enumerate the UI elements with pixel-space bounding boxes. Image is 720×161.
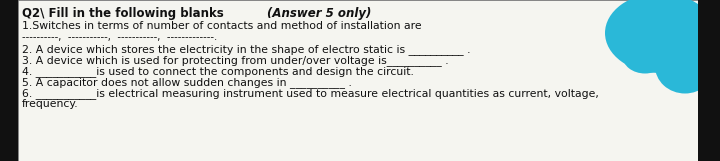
Text: ----------,  -----------,  -----------,  -------------.: ----------, -----------, -----------, --… — [22, 32, 217, 42]
Text: 3. A device which is used for protecting from under/over voltage is__________ .: 3. A device which is used for protecting… — [22, 55, 449, 66]
Text: Q2\ Fill in the following blanks: Q2\ Fill in the following blanks — [22, 7, 228, 20]
Ellipse shape — [605, 0, 715, 73]
Ellipse shape — [655, 38, 715, 94]
Ellipse shape — [623, 38, 667, 74]
Text: 1.Switches in terms of number of contacts and method of installation are: 1.Switches in terms of number of contact… — [22, 21, 422, 31]
Text: 5. A capacitor does not allow sudden changes in __________ .: 5. A capacitor does not allow sudden cha… — [22, 77, 352, 88]
Bar — [698, 0, 720, 161]
Bar — [698, 0, 720, 161]
Text: 4. ___________is used to connect the components and design the circuit.: 4. ___________is used to connect the com… — [22, 66, 414, 77]
Bar — [0, 0, 18, 161]
Text: (Answer 5 only): (Answer 5 only) — [267, 7, 372, 20]
Text: 6. ___________is electrical measuring instrument used to measure electrical quan: 6. ___________is electrical measuring in… — [22, 88, 599, 99]
Text: 2. A device which stores the electricity in the shape of electro static is _____: 2. A device which stores the electricity… — [22, 44, 470, 55]
Text: frequency.: frequency. — [22, 99, 78, 109]
